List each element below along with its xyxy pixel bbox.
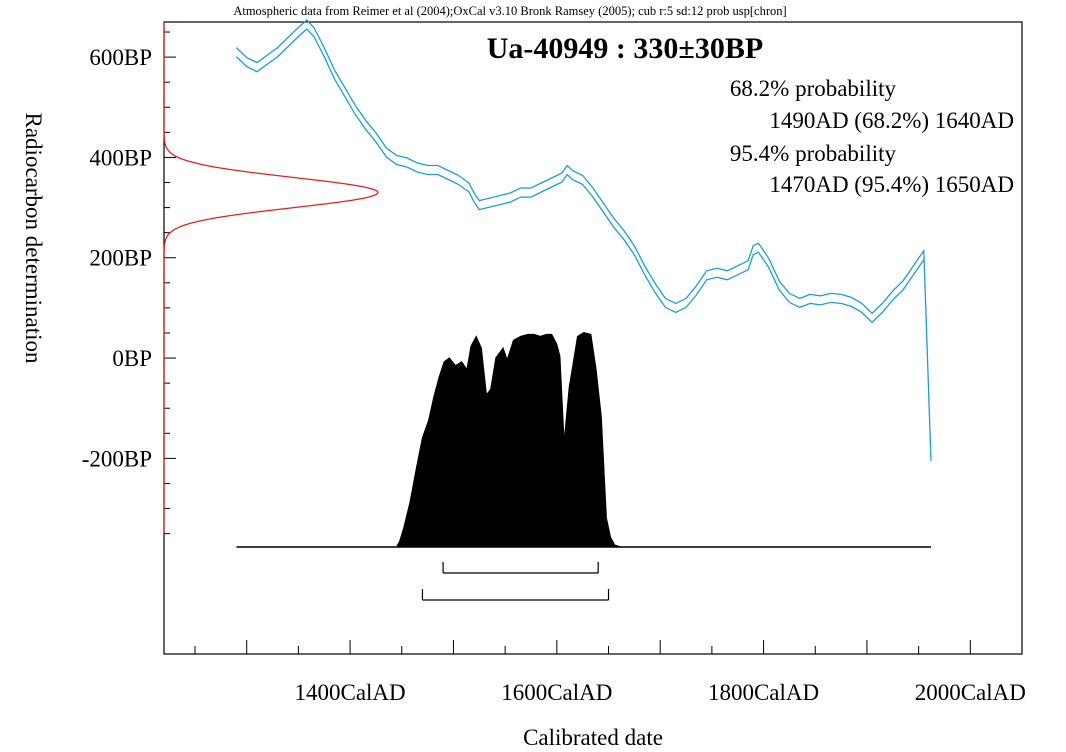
x-tick-label: 2000CalAD: [915, 680, 1026, 705]
y-axis-label: Radiocarbon determination: [21, 112, 46, 364]
chart-title: Ua-40949 : 330±30BP: [487, 32, 763, 65]
calibration-curve-group: [235, 19, 932, 461]
y-tick-label: -200BP: [82, 446, 152, 471]
y-tick-label: 0BP: [112, 346, 152, 371]
x-tick-label: 1800CalAD: [708, 680, 819, 705]
x-tick-label: 1600CalAD: [501, 680, 612, 705]
probability-ranges-group: [421, 562, 610, 601]
annotation-95-range: 1470AD (95.4%) 1650AD: [769, 172, 1014, 197]
y-tick-label: 200BP: [89, 246, 152, 271]
bp-distribution-curve: [163, 22, 379, 534]
calibration-curve-lower: [235, 28, 925, 324]
annotation-68-range: 1490AD (68.2%) 1640AD: [769, 108, 1014, 133]
y-tick-label: 400BP: [89, 145, 152, 170]
annotation-95-heading: 95.4% probability: [730, 141, 897, 166]
x-tick-label: 1400CalAD: [294, 680, 405, 705]
y-tick-label: 600BP: [89, 45, 152, 70]
calibration-curve-upper: [235, 19, 932, 461]
chart-header: Atmospheric data from Reimer et al (2004…: [233, 4, 786, 18]
y-axis-ticks: 600BP 400BP 200BP 0BP -200BP: [82, 31, 176, 535]
annotation-68-heading: 68.2% probability: [730, 76, 897, 101]
x-axis-label: Calibrated date: [523, 725, 663, 750]
calibrated-distribution-area: [395, 331, 622, 548]
calibrated-distribution-group: [236, 331, 932, 548]
x-axis-ticks: 1400CalAD 1600CalAD 1800CalAD 2000CalAD: [194, 640, 1026, 705]
bp-distribution-group: [163, 22, 379, 534]
